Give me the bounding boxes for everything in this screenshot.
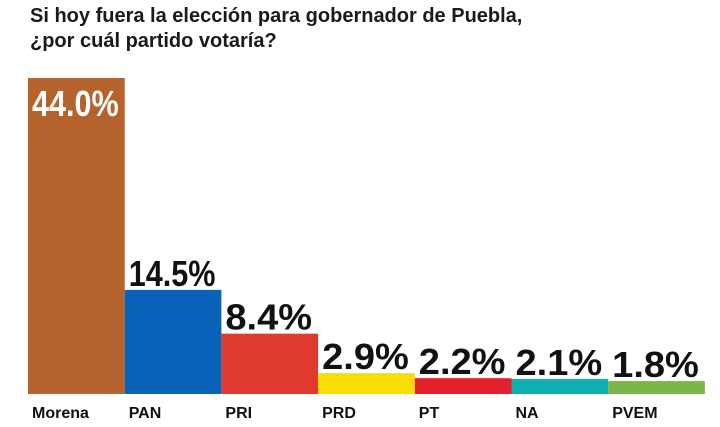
bar-pri xyxy=(221,333,319,394)
category-label: PRD xyxy=(322,405,356,422)
bar-pvem xyxy=(608,381,705,394)
data-label: 1.8% xyxy=(612,344,699,385)
data-label: 2.2% xyxy=(419,341,506,382)
category-label: PAN xyxy=(129,405,162,422)
category-label: NA xyxy=(516,405,540,422)
data-label: 2.9% xyxy=(322,336,409,377)
bar-pan xyxy=(124,289,222,394)
bar-prd xyxy=(318,373,415,394)
chart-title-line-2: ¿por cuál partido votaría? xyxy=(30,30,277,52)
bar-pt xyxy=(414,378,512,394)
category-label: Morena xyxy=(32,405,89,422)
category-label: PT xyxy=(419,405,440,422)
category-label: PVEM xyxy=(612,405,657,422)
bar-morena xyxy=(28,78,125,394)
bar-na xyxy=(511,378,609,394)
data-label: 8.4% xyxy=(225,297,312,338)
data-label: 2.1% xyxy=(516,342,603,383)
chart-title: Si hoy fuera la elección para gobernador… xyxy=(30,4,522,54)
chart-title-line-1: Si hoy fuera la elección para gobernador… xyxy=(30,5,523,27)
category-label: PRI xyxy=(225,405,252,422)
data-label: 14.5% xyxy=(129,253,216,294)
data-label: 44.0% xyxy=(32,83,119,124)
